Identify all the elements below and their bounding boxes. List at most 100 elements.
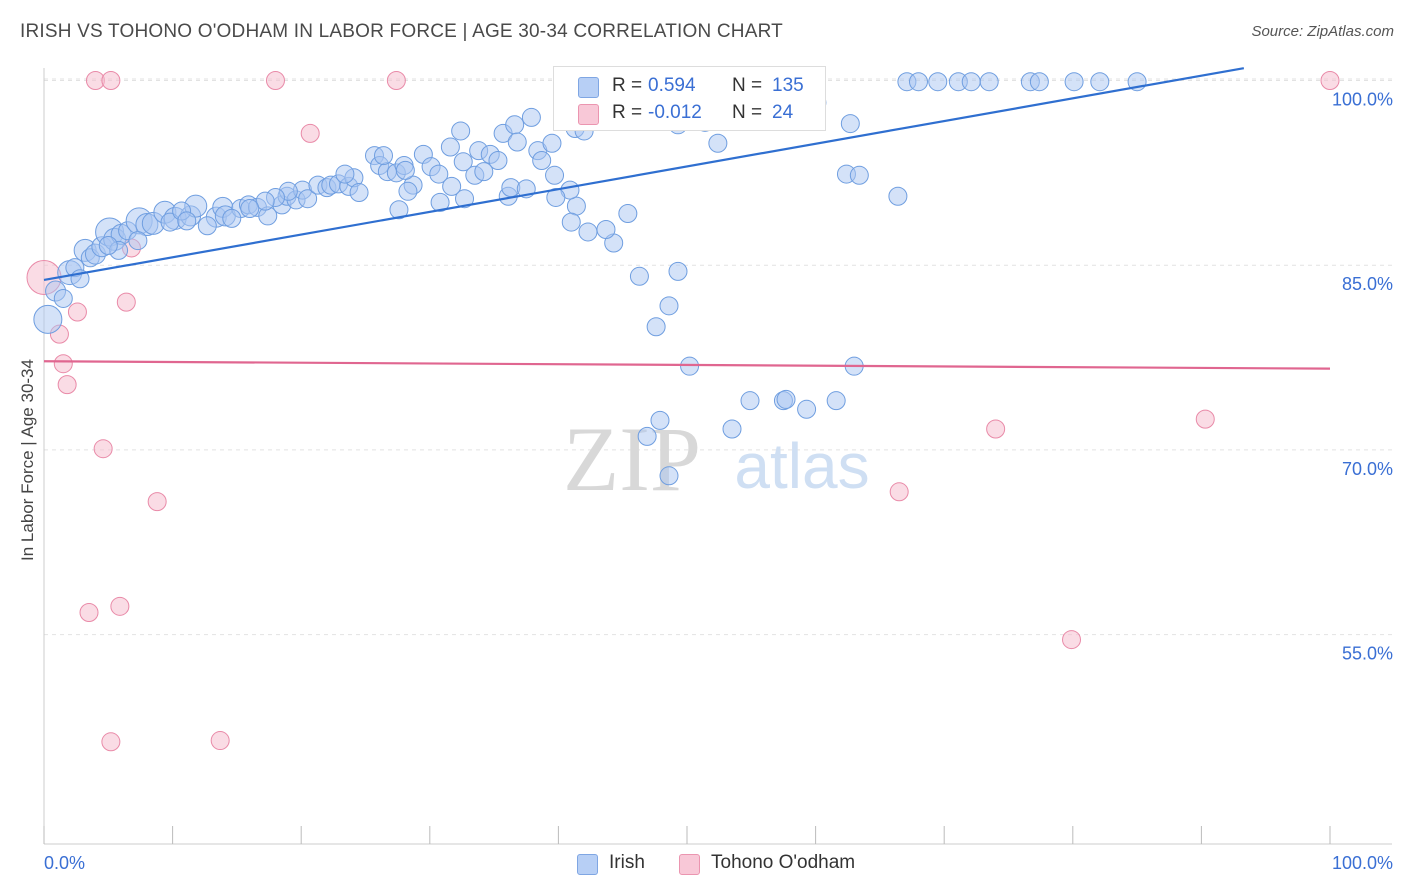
stats-legend: R = 0.594 N = 135 R = -0.012 N = 24: [553, 66, 826, 131]
tohono-point: [110, 596, 130, 616]
tohono-trend-line: [43, 360, 1331, 370]
irish-point: [908, 72, 928, 92]
irish-point: [566, 196, 586, 216]
irish-point: [349, 183, 369, 203]
irish-point: [335, 164, 355, 184]
irish-point: [979, 72, 999, 92]
tohono-point: [147, 492, 167, 512]
irish-point: [646, 317, 666, 337]
irish-point: [650, 410, 670, 430]
irish-point: [255, 191, 275, 211]
tohono-point: [265, 70, 285, 90]
irish-point: [455, 189, 475, 209]
irish-point: [53, 288, 73, 308]
tohono-point: [1320, 70, 1340, 90]
tohono-point: [79, 602, 99, 622]
irish-point: [453, 152, 473, 172]
tohono-point: [101, 732, 121, 752]
irish-point: [521, 107, 541, 127]
irish-point: [429, 164, 449, 184]
irish-point: [505, 115, 525, 135]
tohono-legend-swatch: [679, 854, 700, 875]
tohono-point: [889, 482, 909, 502]
series-legend: Irish Tohono O'odham: [0, 852, 1406, 878]
y-tick-label: 100.0%: [1332, 89, 1393, 109]
tohono-swatch: [578, 104, 599, 125]
irish-point: [797, 399, 817, 419]
irish-point: [298, 189, 318, 209]
x-tick-label: 0.0%: [44, 853, 85, 873]
irish-point: [578, 222, 598, 242]
tohono-point: [1195, 409, 1215, 429]
irish-legend-swatch: [577, 854, 598, 875]
irish-series: [33, 72, 1147, 486]
irish-point: [1029, 72, 1049, 92]
irish-point: [961, 72, 981, 92]
irish-point: [722, 419, 742, 439]
irish-point: [33, 304, 63, 334]
irish-point: [680, 356, 700, 376]
irish-point: [596, 219, 616, 239]
irish-point: [488, 151, 508, 171]
irish-swatch: [578, 77, 599, 98]
grid-lines: [44, 78, 1392, 636]
tohono-point: [116, 292, 136, 312]
irish-point: [177, 211, 197, 231]
irish-point: [474, 162, 494, 182]
legend-r-label: R =: [612, 102, 643, 123]
watermark-zip: ZIP: [563, 408, 701, 510]
irish-point: [668, 261, 688, 281]
tohono-point: [57, 375, 77, 395]
watermark-atlas: atlas: [734, 430, 869, 502]
irish-point: [440, 137, 460, 157]
x-tick-label: 100.0%: [1332, 853, 1393, 873]
tohono-point: [986, 419, 1006, 439]
irish-point: [776, 389, 796, 409]
tohono-point: [1062, 630, 1082, 650]
irish-point: [708, 133, 728, 153]
irish-point: [629, 266, 649, 286]
irish-legend-label: Irish: [609, 852, 645, 873]
irish-point: [507, 132, 527, 152]
tohono-legend-label: Tohono O'odham: [711, 852, 856, 873]
irish-point: [532, 151, 552, 171]
tohono-point: [67, 302, 87, 322]
irish-point: [1090, 72, 1110, 92]
tohono-point: [101, 70, 121, 90]
tohono-point: [93, 439, 113, 459]
legend-r-value: -0.012: [648, 102, 702, 123]
y-axis-label: In Labor Force | Age 30-34: [18, 359, 37, 561]
source-label: Source: ZipAtlas.com: [1251, 23, 1394, 40]
tohono-point: [386, 70, 406, 90]
irish-point: [1064, 72, 1084, 92]
tohono-point: [53, 354, 73, 374]
irish-point: [618, 203, 638, 223]
trend-lines: [43, 67, 1331, 370]
y-tick-label: 85.0%: [1342, 274, 1393, 294]
irish-point: [840, 114, 860, 134]
legend-n-label: N =: [732, 75, 763, 96]
irish-point: [637, 426, 657, 446]
irish-point: [546, 187, 566, 207]
irish-point: [740, 391, 760, 411]
irish-point: [240, 199, 260, 219]
irish-point: [542, 133, 562, 153]
irish-point: [222, 208, 242, 228]
irish-point: [451, 121, 471, 141]
tohono-point: [300, 123, 320, 143]
legend-r-label: R =: [612, 75, 643, 96]
irish-point: [659, 296, 679, 316]
legend-n-value: 24: [772, 102, 794, 123]
chart-title: IRISH VS TOHONO O'ODHAM IN LABOR FORCE |…: [20, 21, 783, 42]
y-tick-label: 55.0%: [1342, 644, 1393, 664]
irish-point: [888, 186, 908, 206]
legend-r-value: 0.594: [648, 75, 696, 96]
axes: [43, 68, 1392, 845]
legend-n-label: N =: [732, 102, 763, 123]
legend-n-value: 135: [772, 75, 804, 96]
irish-point: [849, 165, 869, 185]
irish-point: [545, 165, 565, 185]
irish-point: [442, 176, 462, 196]
irish-point: [395, 160, 415, 180]
